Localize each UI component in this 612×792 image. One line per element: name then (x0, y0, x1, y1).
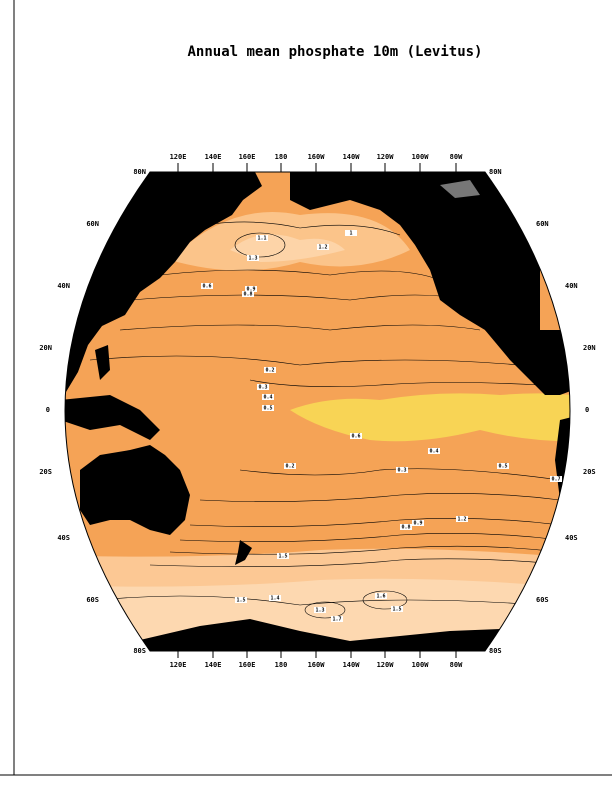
contour-label-bg (242, 291, 254, 297)
lon-label-top: 140W (343, 153, 361, 161)
contour-label: 0.4 (263, 395, 272, 401)
lat-label-left: 40N (57, 282, 70, 290)
contour-label-bg (264, 367, 276, 373)
contour-label: 0.5 (498, 464, 507, 470)
lat-label-right: 20S (583, 468, 596, 476)
contour-label: 0.6 (202, 284, 211, 290)
labels: 120E120E140E140E160E160E180180160W160W14… (39, 153, 595, 669)
contour-label: 0.4 (429, 449, 438, 455)
contour-label: 0.9 (413, 521, 422, 527)
ice (440, 180, 480, 198)
contour-label-bg (235, 597, 247, 603)
contour-label-bg (391, 606, 403, 612)
contour-label: 1.6 (376, 594, 385, 600)
contour-label: 0.3 (258, 385, 267, 391)
contour-label-bg (245, 286, 257, 292)
contour-label-bg (412, 520, 424, 526)
lat-label-right: 40S (565, 534, 578, 542)
lat-label-left: 80S (133, 647, 146, 655)
contour-label-bg (428, 448, 440, 454)
lat-label-right: 20N (583, 344, 596, 352)
contour-label: 1.5 (278, 554, 287, 560)
contour-label-bg (400, 524, 412, 530)
lat-label-right: 60S (536, 596, 549, 604)
lon-label-top: 140E (205, 153, 222, 161)
contour-label-bg (257, 384, 269, 390)
contour-label: 0.3 (397, 468, 406, 474)
lon-label-bottom: 160E (239, 661, 256, 669)
contour-label-bg (350, 433, 362, 439)
contour-label-bg (331, 616, 343, 622)
contour-label: 1.2 (457, 517, 466, 523)
lat-label-left: 20S (39, 468, 52, 476)
lat-label-left: 20N (39, 344, 52, 352)
contour-label: 1.4 (270, 596, 279, 602)
contour-label: 0.8 (243, 292, 252, 298)
contour-label: 0.5 (263, 406, 272, 412)
contour-label-bg (256, 235, 268, 241)
contour-label: 1.3 (315, 608, 324, 614)
contour-label-bg (314, 607, 326, 613)
contour-label-bg (269, 595, 281, 601)
lat-label-left: 80N (133, 168, 146, 176)
equatorial-tongue (290, 393, 570, 442)
contour-label: 0.6 (351, 434, 360, 440)
lat-label-left: 60S (86, 596, 99, 604)
lon-label-bottom: 100W (412, 661, 430, 669)
contour-label: 0.8 (401, 525, 410, 531)
contour-label-bg (284, 463, 296, 469)
contour-label-bg (456, 516, 468, 522)
contour-label-bg (262, 405, 274, 411)
lon-label-bottom: 160W (308, 661, 326, 669)
lon-label-top: 180 (275, 153, 288, 161)
lon-label-top: 120E (170, 153, 187, 161)
lon-label-top: 120W (377, 153, 395, 161)
lat-label-right: 40N (565, 282, 578, 290)
contour-label-bg (247, 255, 259, 261)
lat-label-left: 60N (86, 220, 99, 228)
lon-label-bottom: 120W (377, 661, 395, 669)
lon-label-bottom: 180 (275, 661, 288, 669)
lon-label-top: 160W (308, 153, 326, 161)
contour-label-bg (375, 593, 387, 599)
contour-label: 1.2 (318, 245, 327, 251)
contour-label-bg (550, 476, 562, 482)
lat-label-right: 0 (585, 406, 589, 414)
contour-label: 0.9 (246, 287, 255, 293)
contour-label-bg (201, 283, 213, 289)
lat-label-left: 0 (46, 406, 50, 414)
contour-label: 1 (349, 231, 352, 237)
contour-label-bg (345, 230, 357, 236)
contour-label: 0.2 (265, 368, 274, 374)
contour-label: 1.5 (236, 598, 245, 604)
map-title: Annual mean phosphate 10m (Levitus) (187, 44, 482, 60)
contour-label: 0.2 (285, 464, 294, 470)
lat-label-left: 40S (57, 534, 70, 542)
contour-label-bg (277, 553, 289, 559)
lon-label-bottom: 140W (343, 661, 361, 669)
contour-label-bg (262, 394, 274, 400)
contour-label-bg (317, 244, 329, 250)
contour-label: 0.7 (551, 477, 560, 483)
lon-label-top: 160E (239, 153, 256, 161)
contour-label: 1.3 (248, 256, 257, 262)
contour-label: 1.5 (392, 607, 401, 613)
contour-label: 1.1 (257, 236, 266, 242)
lon-label-bottom: 140E (205, 661, 222, 669)
lon-label-bottom: 80W (450, 661, 463, 669)
map-body (65, 172, 570, 651)
lon-label-top: 100W (412, 153, 430, 161)
lon-label-top: 80W (450, 153, 463, 161)
contour-label-bg (497, 463, 509, 469)
lat-label-right: 80N (489, 168, 502, 176)
contour-label: 1.7 (332, 617, 341, 623)
map-border (64, 171, 571, 652)
lat-label-right: 60N (536, 220, 549, 228)
lon-label-bottom: 120E (170, 661, 187, 669)
lat-label-right: 80S (489, 647, 502, 655)
contour-label-bg (396, 467, 408, 473)
